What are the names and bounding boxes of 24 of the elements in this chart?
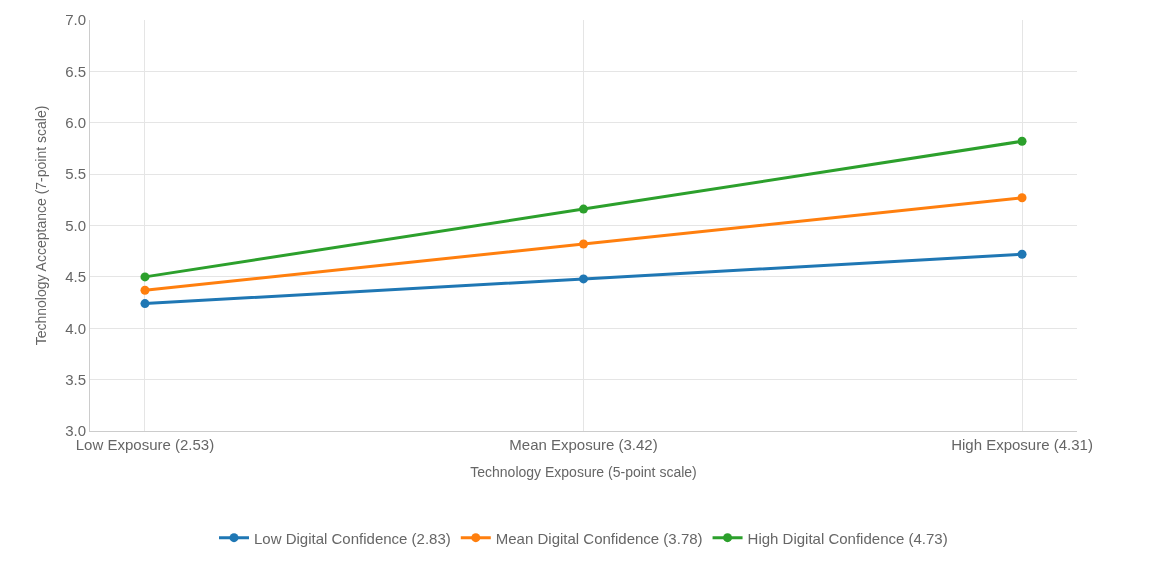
y-tick-label: 4.5 bbox=[65, 268, 86, 286]
legend-label: Low Digital Confidence (2.83) bbox=[254, 529, 451, 547]
point bbox=[140, 299, 150, 309]
y-tick-label: 4.0 bbox=[65, 319, 86, 337]
y-axis-title: Technology Acceptance (7-point scale) bbox=[32, 105, 49, 346]
y-tick-label: 6.0 bbox=[65, 114, 86, 131]
point bbox=[140, 272, 150, 282]
point bbox=[1017, 249, 1027, 259]
y-tick-label: 3.5 bbox=[65, 370, 86, 388]
legend-label: High Digital Confidence (4.73) bbox=[747, 529, 948, 547]
point bbox=[1017, 193, 1027, 203]
point bbox=[579, 239, 588, 249]
point bbox=[1017, 136, 1027, 146]
x-axis-title: Technology Exposure (5-point scale) bbox=[470, 464, 697, 481]
y-tick-label: 6.5 bbox=[65, 62, 86, 80]
legend-label: Mean Digital Confidence (3.78) bbox=[495, 529, 703, 547]
y-tick-label: 5.0 bbox=[65, 216, 86, 234]
x-tick-label: High Exposure (4.31) bbox=[951, 436, 1093, 453]
y-tick-label: 7.0 bbox=[65, 11, 86, 29]
point bbox=[140, 285, 150, 295]
point bbox=[579, 204, 588, 214]
point bbox=[579, 274, 588, 284]
x-tick-label: Mean Exposure (3.42) bbox=[509, 436, 658, 453]
y-tick-label: 5.5 bbox=[65, 165, 86, 183]
